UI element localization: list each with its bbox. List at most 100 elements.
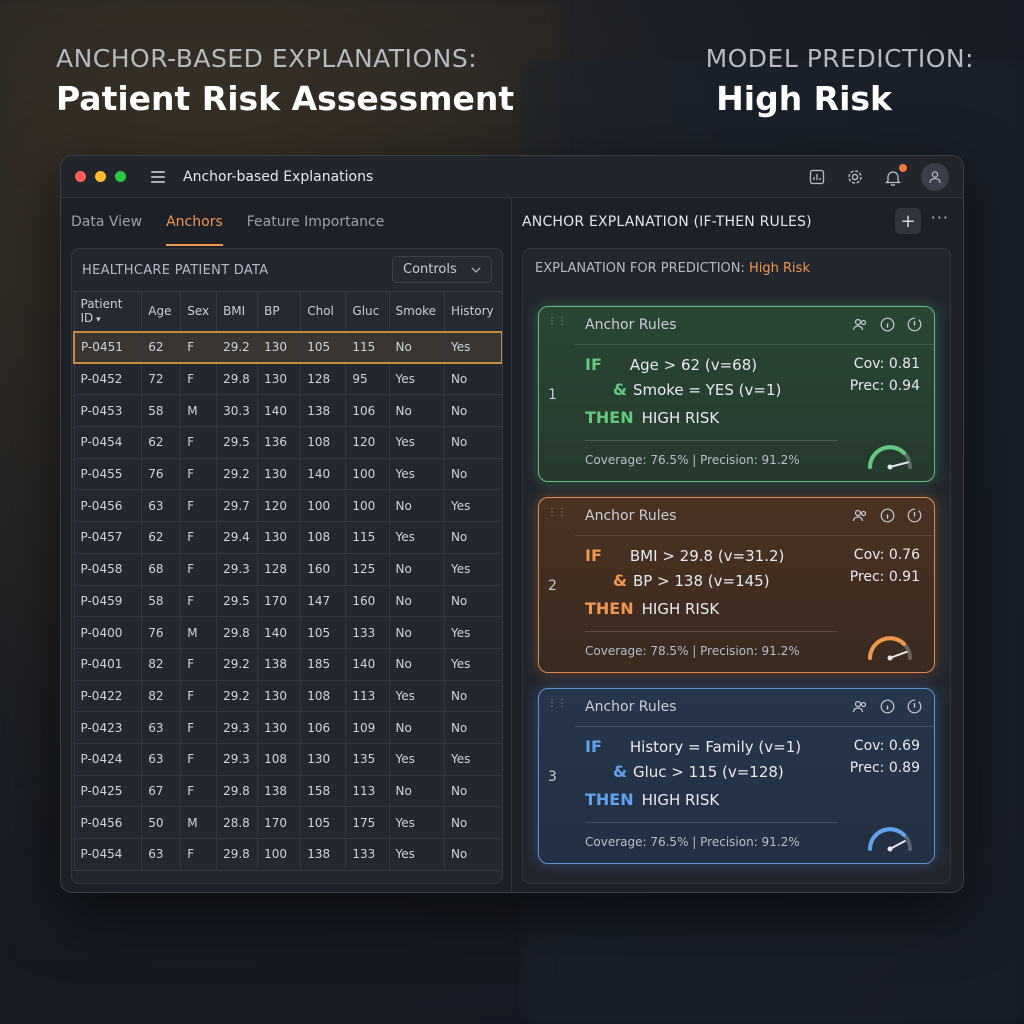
column-header-patient-id[interactable]: Patient ID ▾ <box>73 291 143 332</box>
sort-icon[interactable]: ▾ <box>93 315 101 326</box>
users-icon[interactable] <box>852 317 868 336</box>
table-row[interactable]: P-0459 58 F 29.5 170 147 160 No No <box>73 584 502 618</box>
table-row[interactable]: P-0422 82 F 29.2 130 108 113 Yes No <box>73 679 502 713</box>
rule-then-line: THEN HIGH RISK <box>585 408 719 427</box>
table-row[interactable]: P-0451 62 F 29.2 130 105 115 No Yes <box>73 330 502 365</box>
table-cell: 160 <box>300 552 347 586</box>
controls-label: Controls <box>403 262 457 277</box>
anchor-rule-card-2[interactable]: ⋮⋮ 2 Anchor Rules IF BMI > 29.8 (v=31.2) & BP … <box>538 497 935 673</box>
drag-handle-icon[interactable]: ⋮⋮ <box>547 698 567 709</box>
menu-icon[interactable] <box>151 170 165 183</box>
table-cell: No <box>443 521 502 554</box>
table-cell: No <box>388 489 445 523</box>
rule-header-icons <box>852 317 922 336</box>
table-cell: P-0454 <box>73 838 143 871</box>
table-row[interactable]: P-0453 58 M 30.3 140 138 106 No No <box>73 394 502 428</box>
users-icon[interactable] <box>852 699 868 718</box>
table-row[interactable]: P-0400 76 M 29.8 140 105 133 No Yes <box>73 616 502 649</box>
column-header-sex[interactable]: Sex <box>180 291 218 332</box>
table-cell: F <box>180 489 218 523</box>
tab-anchors[interactable]: Anchors <box>166 214 223 246</box>
table-cell: 62 <box>141 521 182 554</box>
column-header-gluc[interactable]: Gluc <box>345 291 390 332</box>
user-avatar[interactable] <box>921 163 949 191</box>
minimize-window-button[interactable] <box>95 171 106 182</box>
table-cell: 170 <box>257 584 302 618</box>
table-cell: M <box>180 616 218 649</box>
condition-2: Smoke = YES (v=1) <box>632 381 782 399</box>
app-window: Anchor-based Explanations Data View Anch… <box>60 155 964 893</box>
column-header-bp[interactable]: BP <box>257 291 302 332</box>
table-cell: 62 <box>141 426 182 459</box>
table-row[interactable]: P-0401 82 F 29.2 138 185 140 No Yes <box>73 647 502 681</box>
table-cell: 130 <box>257 457 302 491</box>
column-header-age[interactable]: Age <box>141 291 182 332</box>
add-button[interactable]: + <box>895 208 921 234</box>
table-row[interactable]: P-0456 63 F 29.7 120 100 100 No Yes <box>73 489 502 523</box>
table-row[interactable]: P-0457 62 F 29.4 130 108 115 Yes No <box>73 521 502 554</box>
table-cell: P-0424 <box>73 742 143 776</box>
info-icon[interactable] <box>880 508 895 527</box>
table-cell: 130 <box>257 362 302 396</box>
table-row[interactable]: P-0454 63 F 29.8 100 138 133 Yes No <box>73 838 502 871</box>
maximize-window-button[interactable] <box>115 171 126 182</box>
table-row[interactable]: P-0454 62 F 29.5 136 108 120 Yes No <box>73 426 502 459</box>
table-cell: 63 <box>141 711 182 744</box>
table-row[interactable]: P-0455 76 F 29.2 130 140 100 Yes No <box>73 457 502 491</box>
table-cell: 29.2 <box>216 679 259 713</box>
close-window-button[interactable] <box>75 171 86 182</box>
drag-handle-icon[interactable]: ⋮⋮ <box>547 507 567 518</box>
table-cell: 125 <box>345 552 390 586</box>
user-icon <box>929 171 941 184</box>
if-keyword: IF <box>585 355 602 374</box>
drag-handle-icon[interactable]: ⋮⋮ <box>547 316 567 327</box>
anchor-rule-card-1[interactable]: ⋮⋮ 1 Anchor Rules IF Age > 62 (v=68) & Smoke =… <box>538 306 935 482</box>
table-cell: 50 <box>141 806 182 839</box>
table-cell: Yes <box>388 838 445 871</box>
anchor-rule-card-3[interactable]: ⋮⋮ 3 Anchor Rules IF History = Family (v=1) &… <box>538 688 935 864</box>
table-row[interactable]: P-0458 68 F 29.3 128 160 125 No Yes <box>73 552 502 586</box>
table-cell: 105 <box>300 806 347 839</box>
condition-1: Age > 62 (v=68) <box>629 356 758 374</box>
gear-icon[interactable] <box>845 167 865 187</box>
table-row[interactable]: P-0423 63 F 29.3 130 106 109 No No <box>73 711 502 744</box>
alert-info-icon[interactable] <box>907 317 922 336</box>
alert-info-icon[interactable] <box>907 508 922 527</box>
chart-icon[interactable] <box>807 167 827 187</box>
tab-data-view[interactable]: Data View <box>71 214 143 230</box>
coverage-value: Cov: 0.81 <box>853 356 920 372</box>
info-icon[interactable] <box>880 317 895 336</box>
column-header-smoke[interactable]: Smoke <box>388 291 445 332</box>
table-cell: No <box>443 362 502 396</box>
bell-icon[interactable] <box>883 164 907 187</box>
table-row[interactable]: P-0424 63 F 29.3 108 130 135 Yes Yes <box>73 742 502 776</box>
table-cell: 185 <box>300 647 347 681</box>
controls-dropdown[interactable]: Controls <box>392 256 492 283</box>
column-header-chol[interactable]: Chol <box>300 291 347 332</box>
table-cell: P-0454 <box>73 426 143 459</box>
rule-gauge <box>864 439 918 475</box>
condition-2: BP > 138 (v=145) <box>632 572 770 590</box>
table-cell: 115 <box>345 521 390 554</box>
table-row[interactable]: P-0456 50 M 28.8 170 105 175 Yes No <box>73 806 502 839</box>
table-cell: 58 <box>141 394 182 428</box>
more-options-button[interactable]: ··· <box>930 208 949 227</box>
info-icon[interactable] <box>880 699 895 718</box>
patient-table: Patient ID ▾ Age Sex BMI BP Chol Gluc Smoke Hist… <box>73 291 502 871</box>
table-cell: F <box>180 552 218 586</box>
table-row[interactable]: P-0425 67 F 29.8 138 158 113 No No <box>73 774 502 808</box>
tab-feature-importance[interactable]: Feature Importance <box>246 214 385 230</box>
table-cell: No <box>443 679 502 713</box>
column-header-bmi[interactable]: BMI <box>216 291 259 332</box>
rule-gauge <box>864 630 918 666</box>
table-cell: Yes <box>388 457 445 491</box>
table-cell: 120 <box>345 426 390 459</box>
then-keyword: THEN <box>585 599 634 618</box>
users-icon[interactable] <box>852 508 868 527</box>
table-cell: No <box>388 330 445 365</box>
table-row[interactable]: P-0452 72 F 29.8 130 128 95 Yes No <box>73 362 502 396</box>
alert-info-icon[interactable] <box>907 699 922 718</box>
if-keyword: IF <box>585 546 602 565</box>
column-header-history[interactable]: History <box>443 291 502 332</box>
hero-right: MODEL PREDICTION: High Risk <box>706 44 974 118</box>
